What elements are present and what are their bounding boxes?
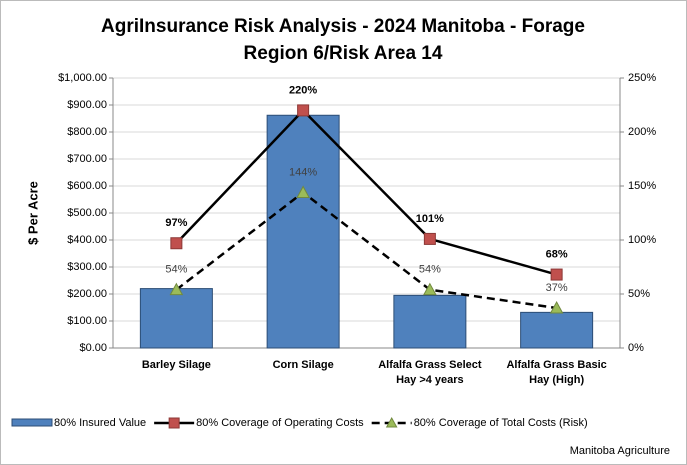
source: Manitoba Agriculture <box>570 445 670 457</box>
data-label: 54% <box>419 264 441 276</box>
bar <box>139 288 213 349</box>
chart-title: Region 6/Risk Area 14 <box>244 43 443 64</box>
legend-label: 80% Insured Value <box>54 417 146 429</box>
legend-marker <box>385 416 398 428</box>
marker <box>169 282 184 296</box>
y2-tick-label: 100% <box>628 234 656 246</box>
y-tick-label: $600.00 <box>67 180 107 192</box>
y2-tick-label: 200% <box>628 126 656 138</box>
x-tick-label: Barley Silage <box>142 359 211 371</box>
marker <box>297 104 310 117</box>
marker <box>550 268 563 281</box>
x-tick-label: Corn Silage <box>273 359 334 371</box>
data-label: 37% <box>546 282 568 294</box>
line <box>175 108 557 276</box>
x-tick-label: Alfalfa Grass Basic <box>506 359 606 371</box>
data-label: 68% <box>546 248 568 260</box>
y2-tick-label: 250% <box>628 72 656 84</box>
y2-tick-label: 0% <box>628 342 644 354</box>
y2-tick-label: 50% <box>628 288 650 300</box>
y-tick-label: $300.00 <box>67 261 107 273</box>
data-label: 144% <box>289 166 317 178</box>
legend-label: 80% Coverage of Operating Costs <box>196 417 364 429</box>
x-tick-label: Alfalfa Grass Select <box>378 359 482 371</box>
y-tick-label: $100.00 <box>67 315 107 327</box>
legend-marker <box>168 417 180 429</box>
x-tick-label: Hay >4 years <box>396 374 464 386</box>
x-tick-label: Hay (High) <box>529 374 584 386</box>
marker <box>423 282 437 296</box>
legend-swatch <box>11 418 53 427</box>
y-tick-label: $400.00 <box>67 234 107 246</box>
y-tick-label: $1,000.00 <box>58 72 107 84</box>
line <box>175 190 557 310</box>
marker <box>296 185 310 198</box>
marker <box>423 232 436 245</box>
y-tick-label: $200.00 <box>67 288 107 300</box>
chart-title: AgriInsurance Risk Analysis - 2024 Manit… <box>101 16 585 37</box>
y-tick-label: $800.00 <box>67 126 107 138</box>
bar <box>266 114 340 349</box>
data-label: 54% <box>165 264 187 276</box>
y-tick-label: $0.00 <box>79 342 107 354</box>
data-label: 101% <box>416 213 444 225</box>
marker <box>170 237 183 250</box>
y2-tick-label: 150% <box>628 180 656 192</box>
y-tick-label: $700.00 <box>67 153 107 165</box>
y-axis-label: $ Per Acre <box>25 181 40 245</box>
marker <box>549 300 564 314</box>
data-label: 220% <box>289 84 317 96</box>
bar <box>520 311 594 349</box>
y-tick-label: $900.00 <box>67 99 107 111</box>
bar <box>393 294 467 349</box>
y-tick-label: $500.00 <box>67 207 107 219</box>
data-label: 97% <box>165 217 187 229</box>
legend-label: 80% Coverage of Total Costs (Risk) <box>414 417 588 429</box>
